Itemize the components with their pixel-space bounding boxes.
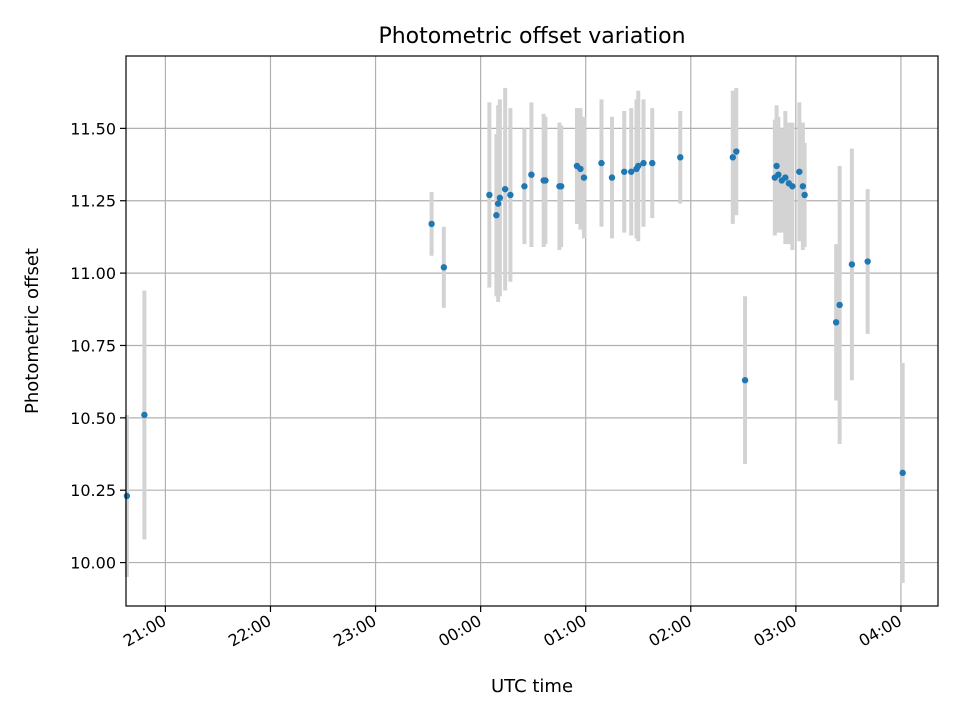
x-axis-ticks: 21:00 22:00 23:00 00:00 01:00 02:00 03:00 04:00 — [120, 606, 905, 651]
y-tick-label: 11.50 — [70, 119, 116, 138]
data-point — [493, 212, 500, 219]
data-point — [799, 183, 807, 190]
x-axis-label: UTC time — [491, 676, 573, 697]
y-tick-label: 11.25 — [70, 192, 116, 211]
data-point — [621, 168, 628, 175]
data-point — [775, 171, 782, 178]
x-tick-label: 21:00 — [120, 611, 169, 651]
y-tick-label: 10.25 — [70, 481, 116, 500]
data-point — [507, 191, 514, 199]
data-point — [608, 174, 616, 181]
data-point — [141, 411, 148, 419]
data-point — [496, 194, 504, 202]
data-point — [741, 377, 749, 384]
data-point — [628, 168, 635, 175]
x-tick-label: 00:00 — [435, 611, 484, 651]
data-point — [782, 174, 789, 181]
x-tick-label: 23:00 — [330, 611, 379, 651]
data-point — [796, 168, 803, 175]
data-point — [649, 159, 656, 167]
data-point — [440, 264, 448, 271]
data-point — [640, 159, 647, 167]
data-point — [773, 162, 780, 170]
plot-frame — [125, 55, 939, 607]
error-bars — [124, 87, 905, 583]
data-point — [580, 174, 588, 181]
data-point — [123, 492, 131, 500]
data-point — [836, 301, 843, 309]
data-point — [598, 159, 605, 167]
data-point — [557, 183, 565, 190]
data-point — [528, 171, 535, 178]
data-point — [729, 154, 737, 161]
data-point — [899, 469, 906, 477]
data-point — [501, 185, 509, 193]
data-point — [848, 261, 856, 268]
x-tick-label: 01:00 — [540, 611, 589, 651]
y-tick-label: 10.75 — [70, 336, 116, 355]
data-point — [486, 191, 493, 199]
x-tick-label: 03:00 — [750, 611, 799, 651]
x-tick-label: 04:00 — [855, 611, 904, 651]
y-axis-ticks: 10.00 10.25 10.50 10.75 11.00 11.25 11.50 — [70, 119, 126, 573]
data-point — [733, 148, 740, 155]
data-point — [542, 177, 549, 184]
x-tick-label: 22:00 — [225, 611, 274, 651]
data-point — [494, 200, 502, 207]
data-point — [521, 183, 528, 190]
y-tick-label: 10.00 — [70, 554, 116, 573]
y-tick-label: 11.00 — [70, 264, 116, 283]
y-tick-label: 10.50 — [70, 409, 116, 428]
data-point — [677, 154, 684, 161]
data-point — [577, 165, 584, 173]
data-point — [428, 220, 435, 228]
data-points — [123, 148, 906, 500]
data-point — [801, 191, 808, 199]
y-axis-label: Photometric offset — [22, 248, 43, 414]
data-point — [864, 258, 871, 265]
data-point — [789, 183, 796, 190]
chart-title: Photometric offset variation — [378, 24, 685, 49]
data-point — [635, 162, 642, 170]
data-point — [832, 319, 840, 326]
x-tick-label: 02:00 — [645, 611, 694, 651]
